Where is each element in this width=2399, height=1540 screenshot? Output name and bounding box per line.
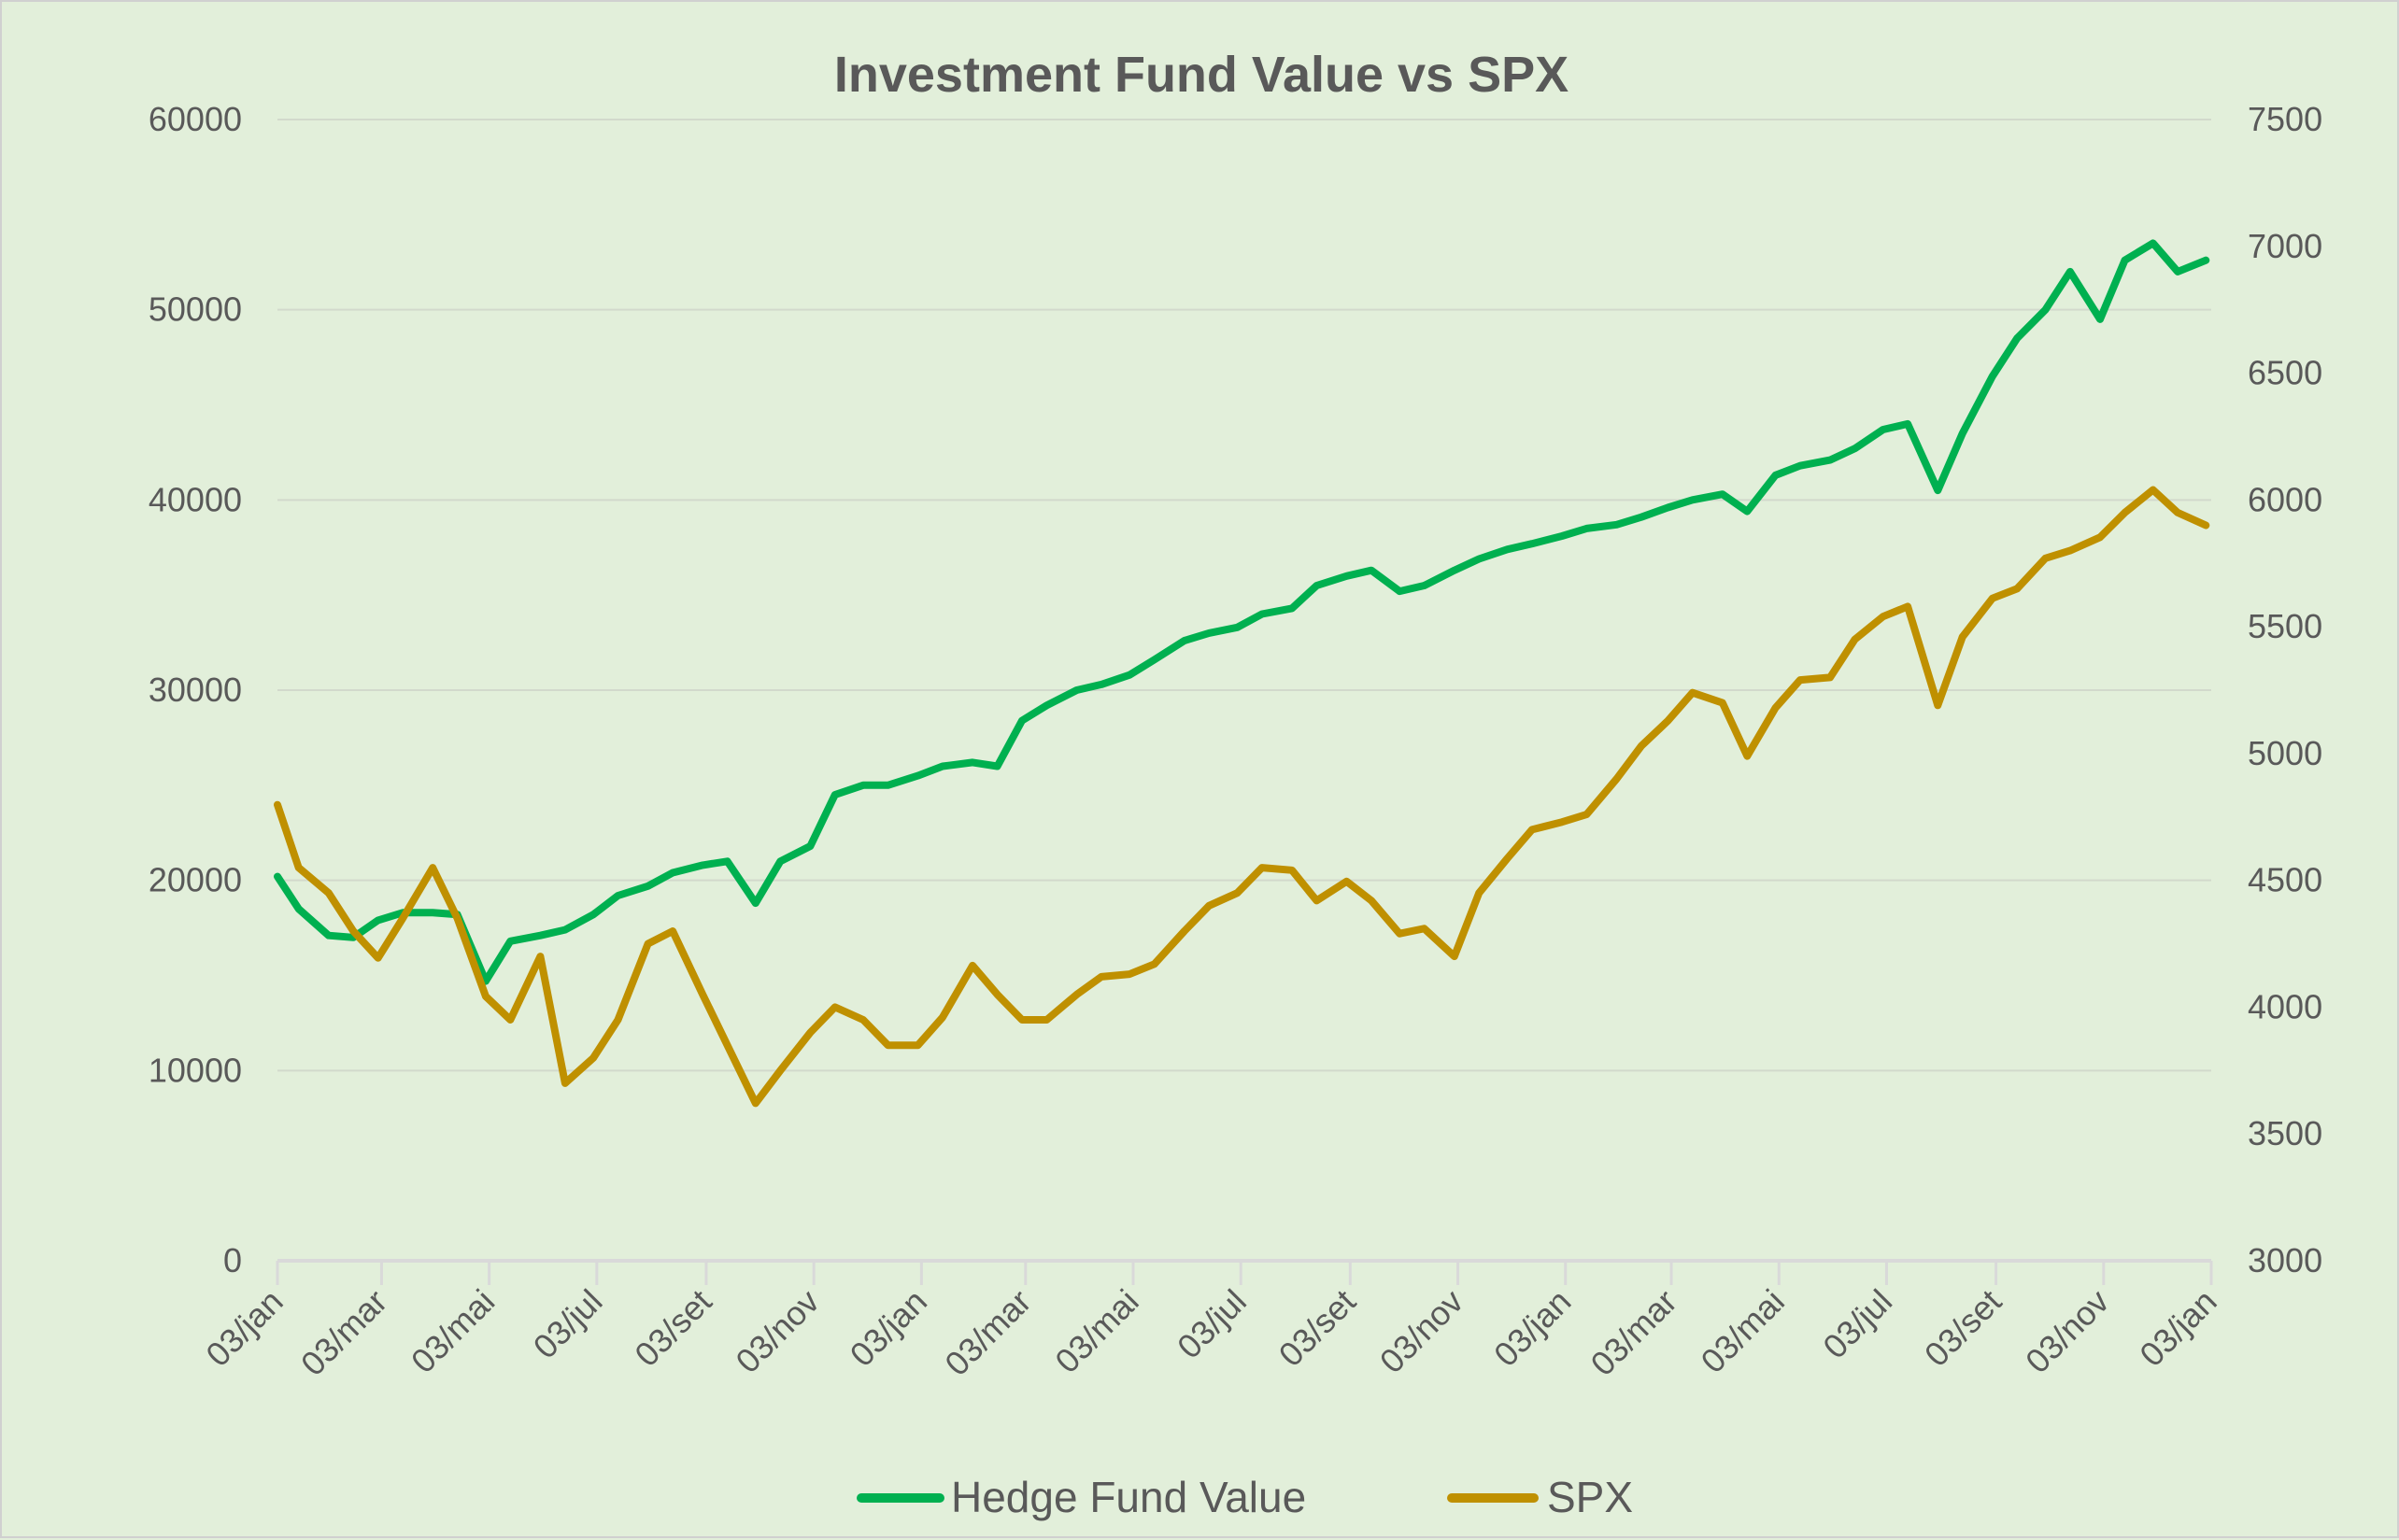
chart-title: Investment Fund Value vs SPX [834,47,1569,103]
y-right-tick-label: 3000 [2248,1241,2322,1279]
x-tick-label: 03/nov [1372,1282,1470,1380]
y-right-tick-label: 5500 [2248,607,2322,645]
x-tick-label: 03/mar [1583,1282,1683,1383]
x-tick-label: 03/jul [1815,1282,1899,1366]
x-tick-label: 03/mai [1047,1282,1145,1380]
legend: Hedge Fund Value SPX [857,1473,1633,1521]
y-right-tick-label: 6000 [2248,480,2322,518]
y-left-tick-label: 40000 [149,480,242,518]
y-right-tick-label: 6500 [2248,354,2322,392]
y-left-tick-label: 0 [223,1241,242,1279]
series-lines [274,239,2210,1108]
y-left-tick-label: 30000 [149,671,242,709]
x-tick-label: 03/nov [2018,1282,2116,1380]
x-tick-label: 03/mai [1694,1282,1792,1380]
x-axis: 03/jan 03/mar 03/mai 03/jul 03/set 03/nov 03/j… [198,1259,2224,1383]
y-left-tick-label: 10000 [149,1051,242,1089]
y-left-tick-label: 60000 [149,100,242,138]
y-right-tick-label: 5000 [2248,734,2322,772]
y-left-tick-label: 20000 [149,861,242,899]
x-tick-label: 03/jan [1486,1282,1578,1374]
y-right-tick-label: 7500 [2248,100,2322,138]
y-right-tick-label: 3500 [2248,1114,2322,1152]
x-tick-label: 03/mar [293,1282,394,1383]
x-tick-label: 03/mar [937,1282,1038,1383]
x-tick-label: 03/jul [526,1282,610,1366]
x-tick-label: 03/jan [843,1282,934,1374]
x-tick-label: 03/set [627,1282,718,1374]
gridlines [277,119,2211,1072]
legend-label-hedge-fund: Hedge Fund Value [951,1473,1306,1521]
x-tick-label: 03/set [1917,1282,2009,1374]
y-right-tick-label: 7000 [2248,227,2322,265]
y-right-tick-label: 4500 [2248,861,2322,899]
series-line-hedge-fund-value [274,239,2210,985]
y-axis-right: 3000 3500 4000 4500 5000 5500 6000 6500 7000 7500 [2248,100,2322,1279]
series-line-spx [274,486,2210,1108]
x-tick-label: 03/set [1271,1282,1363,1374]
x-tick-label: 03/mai [404,1282,502,1380]
x-tick-label: 03/jul [1170,1282,1254,1366]
x-tick-label: 03/jan [2132,1282,2223,1374]
y-right-tick-label: 4000 [2248,987,2322,1025]
y-left-tick-label: 50000 [149,290,242,329]
y-axis-left: 0 10000 20000 30000 40000 50000 60000 [149,100,242,1279]
x-tick-label: 03/jan [198,1282,290,1374]
x-tick-label: 03/nov [728,1282,826,1380]
legend-label-spx: SPX [1547,1473,1633,1521]
